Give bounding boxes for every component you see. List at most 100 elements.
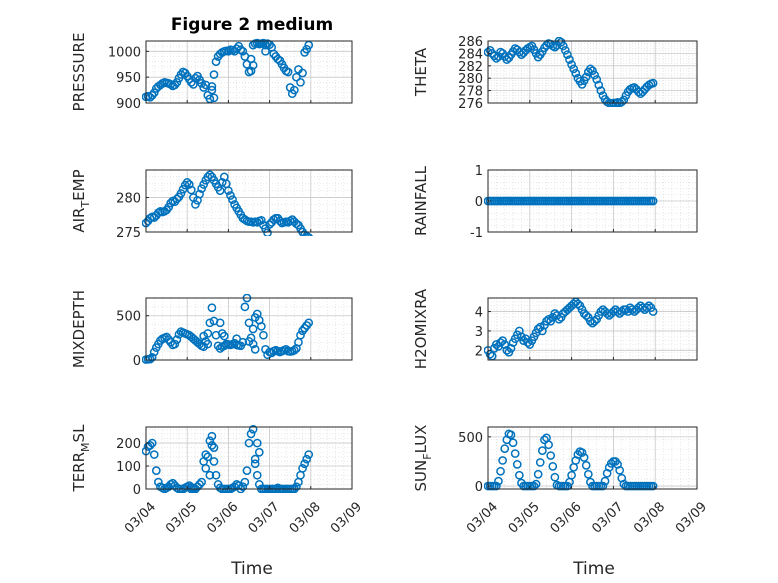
- data-point: [217, 178, 227, 187]
- data-point: [261, 46, 270, 56]
- y-tick-label: 4: [475, 306, 483, 321]
- data-point: [590, 70, 599, 80]
- y-tick-label: 0: [475, 480, 483, 495]
- data-point: [170, 339, 180, 349]
- data-point: [197, 184, 206, 193]
- data-point: [195, 189, 204, 199]
- y-axis-label: MIXDEPTH: [70, 290, 88, 368]
- y-tick-label: 280: [116, 192, 141, 207]
- data-point: [226, 191, 235, 200]
- data-point: [224, 46, 233, 56]
- y-tick-label: 284: [458, 47, 483, 62]
- y-axis-label: RAINFALL: [412, 165, 430, 236]
- data-point: [263, 228, 272, 236]
- axes-box: [145, 297, 353, 361]
- data-point: [205, 318, 215, 328]
- data-point: [510, 449, 520, 458]
- data-point: [531, 479, 541, 489]
- data-point: [600, 476, 610, 486]
- data-point: [238, 482, 248, 492]
- data-point: [199, 331, 209, 341]
- data-point: [184, 180, 194, 189]
- data-point: [283, 67, 293, 77]
- data-point: [533, 52, 543, 62]
- y-tick-label: 500: [458, 431, 483, 446]
- data-point: [151, 466, 161, 475]
- data-point: [300, 230, 309, 236]
- data-point: [201, 450, 211, 459]
- data-point: [244, 438, 254, 448]
- data-point: [512, 460, 522, 469]
- y-tick-label: 2: [475, 344, 483, 359]
- data-point: [207, 82, 217, 91]
- y-tick-label: 900: [116, 97, 141, 112]
- data-point: [207, 85, 217, 95]
- data-point: [296, 77, 305, 87]
- data-point: [581, 311, 591, 320]
- data-point: [621, 305, 631, 314]
- data-point: [248, 60, 258, 70]
- y-axis-label-subscript: M: [79, 442, 92, 452]
- data-point: [506, 430, 516, 440]
- data-point: [215, 186, 225, 196]
- data-point: [289, 85, 299, 95]
- data-point: [238, 46, 248, 56]
- data-point: [236, 45, 246, 55]
- data-point: [250, 345, 260, 354]
- data-point: [554, 314, 564, 324]
- data-point: [172, 194, 182, 204]
- y-tick-label: 286: [458, 35, 483, 50]
- y-axis-label-rest: EMP: [70, 169, 88, 200]
- x-axis-label-left: Time: [230, 559, 273, 579]
- y-tick-label: 1000: [108, 45, 141, 60]
- data-point: [211, 470, 221, 480]
- y-axis-label-main: AIR: [70, 208, 88, 233]
- axes-3: 275 280 AIRTEMP: [70, 169, 353, 241]
- data-point: [224, 186, 233, 196]
- data-point: [642, 303, 652, 313]
- y-axis-label-subscript: F: [421, 453, 434, 459]
- data-point: [292, 72, 301, 82]
- data-point: [248, 324, 258, 334]
- data-point: [579, 453, 589, 462]
- data-point: [207, 441, 217, 450]
- y-tick-label: 3: [475, 325, 483, 340]
- axes-5: 0 500 MIXDEPTH: [70, 290, 353, 369]
- axes-box: [145, 40, 353, 104]
- data-point: [598, 481, 608, 491]
- data-point: [546, 451, 556, 460]
- data-point: [586, 64, 595, 74]
- axes-box: [487, 297, 698, 361]
- data-point: [535, 458, 545, 467]
- data-point: [304, 40, 314, 50]
- data-point: [178, 184, 188, 194]
- y-axis-label-main: TERR: [70, 452, 88, 493]
- data-point: [638, 87, 648, 97]
- axes-4: -1 0 1 RAINFALL: [412, 164, 698, 241]
- y-tick-label: 0: [133, 483, 141, 498]
- data-point: [300, 459, 309, 469]
- data-point: [550, 309, 560, 318]
- data-point: [209, 93, 219, 103]
- data-point: [232, 334, 241, 344]
- data-point: [147, 352, 157, 362]
- data-markers: [484, 297, 658, 361]
- data-point: [606, 459, 616, 468]
- data-point: [172, 335, 182, 344]
- data-point: [197, 79, 206, 88]
- data-point: [154, 477, 163, 487]
- data-point: [228, 195, 237, 204]
- y-tick-label: 100: [116, 460, 141, 475]
- axes-6: 2 3 4 H2OMIXRA: [412, 288, 698, 369]
- data-point: [240, 302, 250, 312]
- axes-box: [487, 426, 698, 490]
- data-point: [302, 231, 312, 236]
- y-axis-label: AIRTEMP: [70, 169, 92, 232]
- data-markers: [142, 170, 313, 236]
- data-point: [583, 469, 593, 479]
- data-point: [492, 54, 501, 63]
- data-point: [302, 44, 312, 54]
- data-markers: [484, 196, 658, 206]
